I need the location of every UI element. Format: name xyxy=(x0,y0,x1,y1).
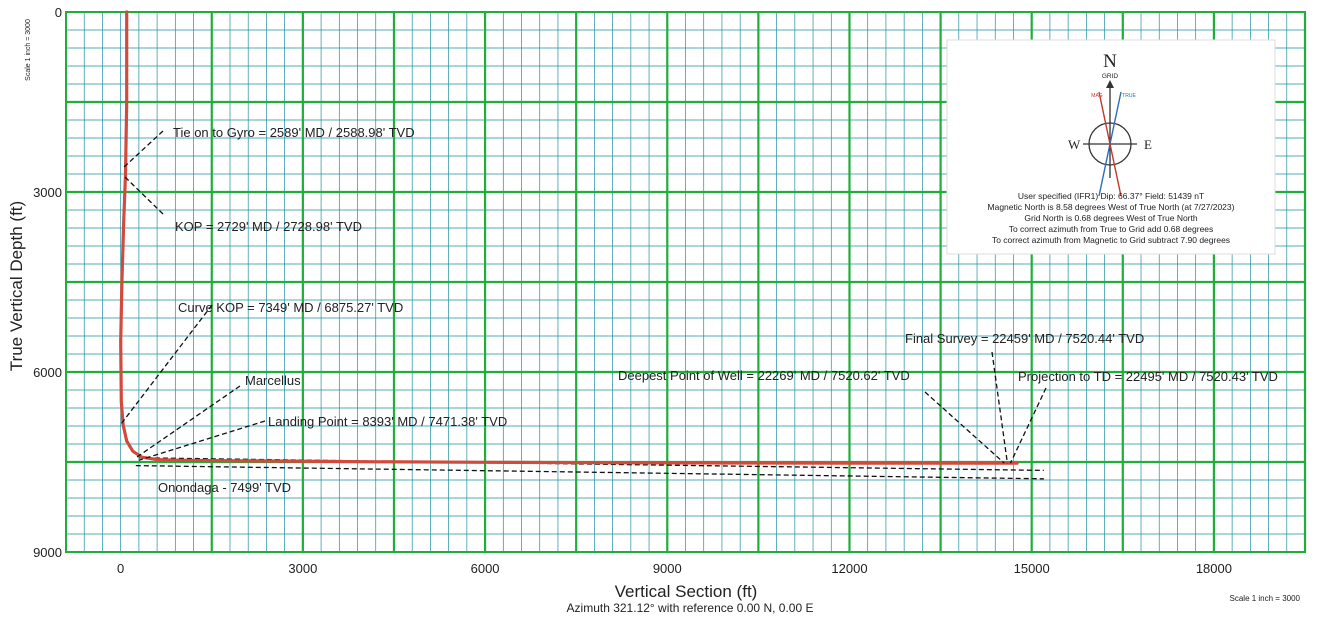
y-tick-label: 9000 xyxy=(33,545,62,560)
x-tick-label: 3000 xyxy=(288,561,317,576)
well-path-line xyxy=(119,10,1019,465)
legend-line-5: To correct azimuth from Magnetic to Grid… xyxy=(992,235,1230,245)
plot-frame xyxy=(65,11,1306,553)
grid-north-arrow-icon xyxy=(1106,80,1114,88)
annotation-deepest-point: Deepest Point of Well = 22269' MD / 7520… xyxy=(618,368,910,383)
annotation-kop: KOP = 2729' MD / 2728.98' TVD xyxy=(175,219,362,234)
grid-label: GRID xyxy=(1102,73,1119,80)
annotation-tie-on-gyro: Tie on to Gyro = 2589' MD / 2588.98' TVD xyxy=(173,125,415,140)
east-label: E xyxy=(1144,137,1152,152)
x-tick-label: 18000 xyxy=(1196,561,1232,576)
annotation-marcellus: Marcellus xyxy=(245,373,301,388)
annotation-leader-deepest-point xyxy=(924,391,1005,464)
west-label: W xyxy=(1068,137,1081,152)
x-tick-label: 0 xyxy=(117,561,124,576)
legend-line-2: Magnetic North is 8.58 degrees West of T… xyxy=(988,202,1235,212)
scale-note-left: Scale 1 inch = 3000 xyxy=(25,19,32,81)
scale-note-right: Scale 1 inch = 3000 xyxy=(1230,594,1301,603)
x-tick-label: 15000 xyxy=(1014,561,1050,576)
x-axis-label: Vertical Section (ft) xyxy=(615,582,758,601)
x-axis-ticks: 0 3000 6000 9000 12000 15000 18000 xyxy=(117,561,1232,576)
formation-line-onondaga xyxy=(135,464,1044,480)
mag-label: MAG xyxy=(1091,93,1103,99)
y-tick-label: 6000 xyxy=(33,365,62,380)
magnetic-north-line xyxy=(1098,91,1122,197)
x-axis-sublabel: Azimuth 321.12° with reference 0.00 N, 0… xyxy=(567,601,814,615)
annotation-leader-final-survey xyxy=(991,351,1009,464)
annotation-leader-projection-td xyxy=(1009,387,1047,464)
y-tick-label: 0 xyxy=(55,5,62,20)
legend-line-1: User specified (IFR1) Dip: 66.37° Field:… xyxy=(1018,191,1204,201)
legend-line-3: Grid North is 0.68 degrees West of True … xyxy=(1024,213,1197,223)
x-tick-label: 12000 xyxy=(831,561,867,576)
x-tick-label: 9000 xyxy=(653,561,682,576)
annotation-leader-landing-point xyxy=(138,420,266,461)
annotation-landing-point: Landing Point = 8393' MD / 7471.38' TVD xyxy=(268,414,507,429)
x-tick-label: 6000 xyxy=(471,561,500,576)
annotation-leader-tie-on xyxy=(123,130,164,168)
annotation-leader-marcellus xyxy=(135,385,241,459)
legend-line-4: To correct azimuth from True to Grid add… xyxy=(1009,224,1214,234)
annotation-projection-td: Projection to TD = 22495' MD / 7520.43' … xyxy=(1018,369,1278,384)
y-tick-label: 3000 xyxy=(33,185,62,200)
annotation-leader-kop xyxy=(123,175,164,215)
y-axis-label: True Vertical Depth (ft) xyxy=(7,201,26,371)
y-axis-ticks: 0 3000 6000 9000 xyxy=(33,5,62,560)
north-label: N xyxy=(1103,51,1117,72)
compass-rose xyxy=(1083,80,1137,197)
annotation-curve-kop: Curve KOP = 7349' MD / 6875.27' TVD xyxy=(178,300,403,315)
north-legend: N GRID MAG TRUE W E User specified (IFR1… xyxy=(946,39,1276,255)
annotation-onondaga: Onondaga - 7499' TVD xyxy=(158,480,291,495)
annotation-final-survey: Final Survey = 22459' MD / 7520.44' TVD xyxy=(905,331,1144,346)
annotation-leader-curve-kop xyxy=(120,304,213,425)
true-label: TRUE xyxy=(1122,93,1136,99)
